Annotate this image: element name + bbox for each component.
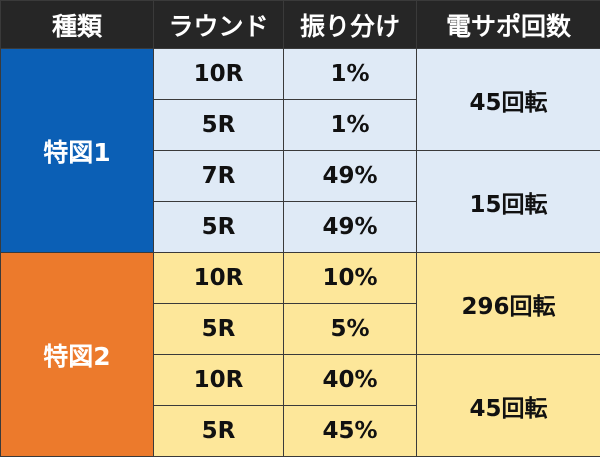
support-cell: 45回転 [417,355,600,457]
round-cell: 7R [154,151,284,202]
round-cell: 5R [154,406,284,457]
share-cell: 45% [284,406,417,457]
share-cell: 1% [284,100,417,151]
share-cell: 49% [284,202,417,253]
header-type: 種類 [1,1,154,49]
header-support: 電サポ回数 [417,1,600,49]
type-cell-tokuzu1: 特図1 [1,49,154,253]
support-cell: 15回転 [417,151,600,253]
table-row: 特図2 10R 10% 296回転 [1,253,600,304]
share-cell: 10% [284,253,417,304]
header-share: 振り分け [284,1,417,49]
round-cell: 10R [154,49,284,100]
round-cell: 10R [154,355,284,406]
share-cell: 5% [284,304,417,355]
round-cell: 5R [154,202,284,253]
header-row: 種類 ラウンド 振り分け 電サポ回数 [1,1,600,49]
share-cell: 49% [284,151,417,202]
round-cell: 5R [154,100,284,151]
share-cell: 1% [284,49,417,100]
support-cell: 45回転 [417,49,600,151]
share-cell: 40% [284,355,417,406]
round-cell: 5R [154,304,284,355]
support-cell: 296回転 [417,253,600,355]
table-row: 特図1 10R 1% 45回転 [1,49,600,100]
header-round: ラウンド [154,1,284,49]
type-cell-tokuzu2: 特図2 [1,253,154,457]
round-cell: 10R [154,253,284,304]
